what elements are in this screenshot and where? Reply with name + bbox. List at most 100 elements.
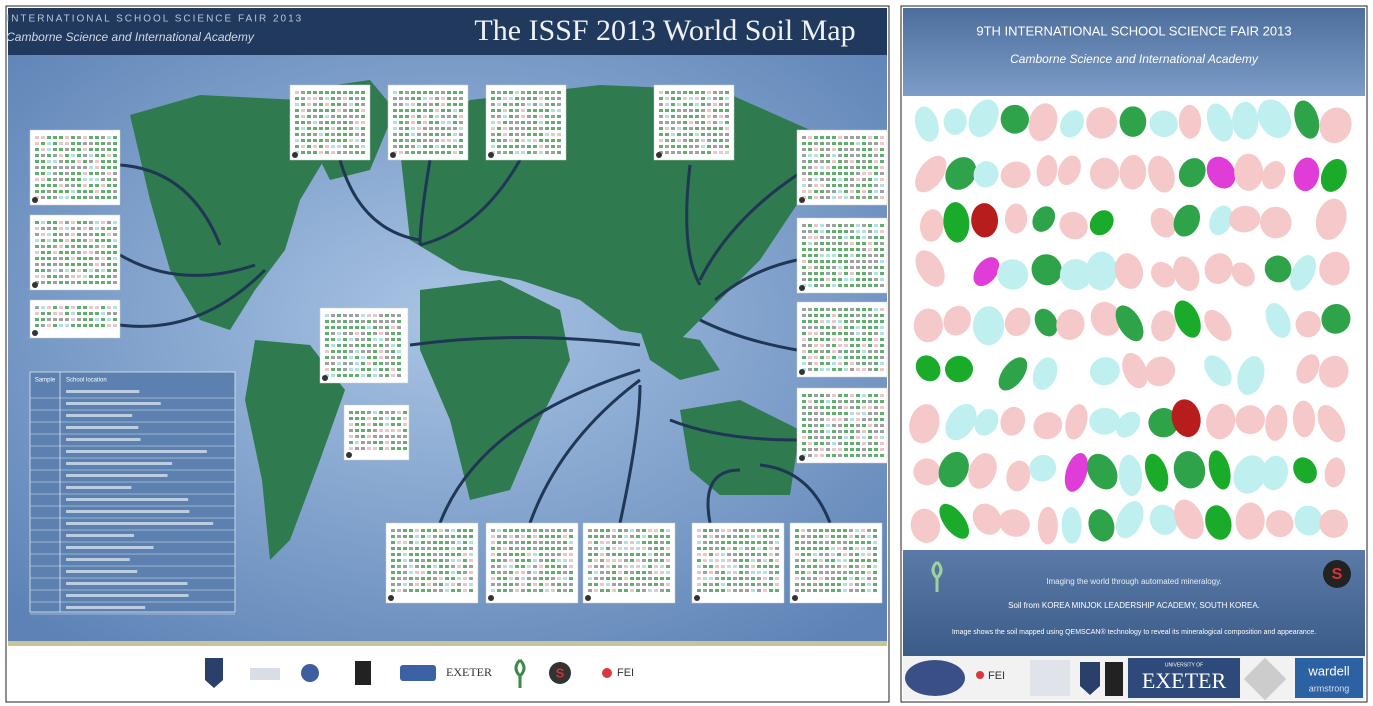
thumbnail-dot xyxy=(802,418,806,421)
thumbnail-dot xyxy=(636,589,640,592)
thumbnail-dot xyxy=(654,583,658,586)
thumbnail-dot xyxy=(551,121,555,124)
thumbnail-dot xyxy=(101,136,105,139)
thumbnail-dot xyxy=(349,127,353,130)
thumbnail-dot xyxy=(355,362,359,365)
thumbnail-dot xyxy=(874,436,878,439)
thumbnail-dot xyxy=(65,172,69,175)
thumbnail-dot xyxy=(439,589,443,592)
table-text-blur xyxy=(66,390,139,393)
thumbnail-dot xyxy=(515,547,519,550)
thumbnail-dot xyxy=(71,275,75,278)
thumbnail-dot xyxy=(826,190,830,193)
thumbnail-dot xyxy=(545,553,549,556)
thumbnail-dot xyxy=(463,589,467,592)
thumbnail-dot xyxy=(861,583,865,586)
thumbnail-dot xyxy=(868,178,872,181)
thumbnail-dot xyxy=(325,332,329,335)
thumbnail-dot xyxy=(775,589,779,592)
thumbnail-dot xyxy=(612,553,616,556)
thumbnail-dot xyxy=(862,178,866,181)
thumbnail-dot xyxy=(77,269,81,272)
thumbnail-dot xyxy=(349,447,353,450)
thumbnail-dot xyxy=(453,103,457,106)
thumbnail-dot xyxy=(826,362,830,365)
thumbnail-dot xyxy=(405,103,409,106)
thumbnail-dot xyxy=(826,242,830,245)
thumbnail-dot xyxy=(89,281,93,284)
thumbnail-dot xyxy=(844,350,848,353)
thumbnail-dot xyxy=(606,577,610,580)
thumbnail-dot xyxy=(814,368,818,371)
thumbnail-dot xyxy=(53,281,57,284)
thumbnail-dot xyxy=(101,160,105,163)
thumbnail-dot xyxy=(757,547,761,550)
thumbnail-dot xyxy=(325,109,329,112)
thumbnail-dot xyxy=(850,190,854,193)
thumbnail-dot xyxy=(47,306,51,309)
thumbnail-dot xyxy=(325,320,329,323)
thumbnail-dot xyxy=(727,565,731,568)
thumbnail-dot xyxy=(709,589,713,592)
thumbnail-dot xyxy=(491,553,495,556)
thumbnail-dot xyxy=(820,442,824,445)
thumbnail-dot xyxy=(703,565,707,568)
thumbnail-dot xyxy=(636,529,640,532)
thumbnail-dot xyxy=(831,541,835,544)
thumbnail-dot xyxy=(569,541,573,544)
thumbnail-dot xyxy=(445,541,449,544)
thumbnail-dot xyxy=(415,565,419,568)
thumbnail-dot xyxy=(497,559,501,562)
thumbnail-dot xyxy=(307,127,311,130)
thumbnail-dot xyxy=(41,154,45,157)
header-line2: Camborne Science and International Acade… xyxy=(1010,52,1259,66)
thumbnail-dot xyxy=(545,547,549,550)
thumbnail-dot xyxy=(880,418,884,421)
thumbnail-dot xyxy=(701,91,705,94)
thumbnail-dot xyxy=(301,151,305,154)
thumbnail-dot xyxy=(775,583,779,586)
thumbnail-dot xyxy=(453,151,457,154)
thumbnail-dot xyxy=(47,324,51,327)
thumbnail-dot xyxy=(769,565,773,568)
thumbnail-dot xyxy=(71,178,75,181)
thumbnail-dot xyxy=(709,541,713,544)
thumbnail-dot xyxy=(868,166,872,169)
thumbnail-dot xyxy=(600,547,604,550)
thumbnail-dot xyxy=(727,535,731,538)
thumbnail-dot xyxy=(367,356,371,359)
thumbnail-dot xyxy=(337,314,341,317)
thumbnail-dot xyxy=(802,338,806,341)
thumbnail-dot xyxy=(77,196,81,199)
logo xyxy=(1105,662,1123,696)
thumbnail-dot xyxy=(727,559,731,562)
thumbnail-dot xyxy=(868,136,872,139)
thumbnail-dot xyxy=(385,441,389,444)
thumbnail-dot xyxy=(491,535,495,538)
thumbnail-dot xyxy=(35,178,39,181)
thumbnail-dot xyxy=(832,260,836,263)
table-text-blur xyxy=(66,534,134,537)
thumbnail-dot xyxy=(569,553,573,556)
thumbnail-dot xyxy=(89,136,93,139)
thumbnail-dot xyxy=(361,362,365,365)
thumbnail-dot xyxy=(89,269,93,272)
thumbnail-dot xyxy=(745,553,749,556)
thumbnail-dot xyxy=(802,154,806,157)
thumbnail-dot xyxy=(463,541,467,544)
thumbnail-dot xyxy=(874,266,878,269)
thumbnail-dot xyxy=(868,308,872,311)
thumbnail-dot xyxy=(95,233,99,236)
thumbnail-dot xyxy=(107,227,111,230)
thumbnail-dot xyxy=(808,230,812,233)
thumbnail-dot xyxy=(630,565,634,568)
thumbnail-dot xyxy=(880,236,884,239)
thumbnail-badge xyxy=(799,285,805,291)
thumbnail-dot xyxy=(880,172,884,175)
thumbnail-dot xyxy=(707,91,711,94)
thumbnail-dot xyxy=(850,350,854,353)
thumbnail-dot xyxy=(113,136,117,139)
thumbnail-dot xyxy=(367,314,371,317)
thumbnail-dot xyxy=(533,583,537,586)
thumbnail-dot xyxy=(349,429,353,432)
